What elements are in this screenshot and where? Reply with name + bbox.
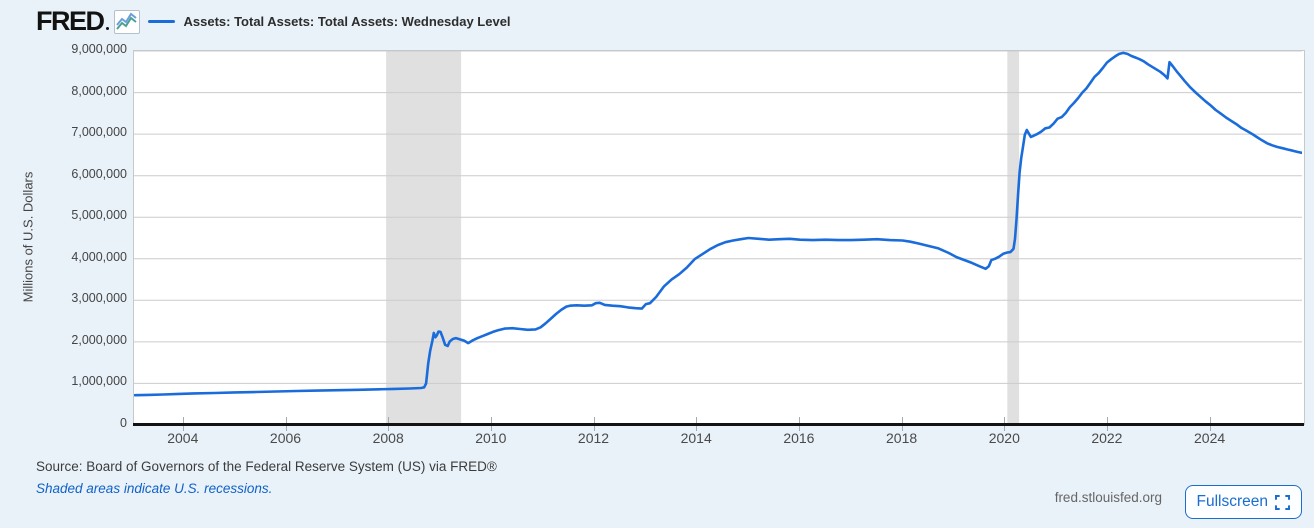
x-tick-label: 2010 — [475, 430, 507, 446]
source-attribution: Source: Board of Governors of the Federa… — [36, 459, 497, 474]
recession-note-link[interactable]: Shaded areas indicate U.S. recessions. — [36, 481, 273, 496]
y-tick-label: 2,000,000 — [71, 332, 127, 347]
x-tick-label: 2008 — [372, 430, 404, 446]
chart-canvas — [134, 51, 1302, 425]
x-tick-label: 2012 — [577, 430, 610, 446]
y-tick-label: 0 — [120, 416, 127, 430]
y-tick-label: 5,000,000 — [71, 208, 127, 223]
recession-band — [386, 51, 462, 425]
y-tick-label: 6,000,000 — [71, 166, 127, 181]
y-tick-label: 8,000,000 — [71, 83, 127, 98]
x-tick-label: 2018 — [886, 430, 918, 446]
x-axis-baseline — [133, 423, 1304, 426]
series-title: Assets: Total Assets: Total Assets: Wedn… — [183, 13, 511, 29]
chart-header: FRED Assets: Total Assets: Total Assets:… — [36, 6, 511, 36]
registered-trademark-dot — [105, 27, 109, 30]
y-tick-label: 9,000,000 — [71, 42, 127, 56]
fred-logo[interactable]: FRED — [36, 6, 140, 36]
y-tick-label: 7,000,000 — [71, 125, 127, 140]
y-axis-title: Millions of U.S. Dollars — [20, 171, 36, 303]
recession-band — [1007, 51, 1020, 425]
x-tick-label: 2006 — [269, 430, 302, 446]
y-tick-label: 4,000,000 — [71, 249, 127, 264]
plot-area — [133, 50, 1305, 425]
series-line-swatch — [147, 19, 175, 23]
x-tick-label: 2020 — [988, 430, 1020, 446]
x-tick-label: 2016 — [783, 430, 815, 446]
x-tick-label: 2024 — [1194, 430, 1226, 446]
fullscreen-expand-icon — [1275, 494, 1290, 510]
chart-legend: Assets: Total Assets: Total Assets: Wedn… — [147, 13, 511, 29]
y-tick-label: 3,000,000 — [71, 291, 127, 306]
y-tick-label: 1,000,000 — [71, 374, 127, 389]
x-tick-label: 2014 — [680, 430, 712, 446]
fred-logo-chart-icon — [113, 10, 140, 34]
site-url: fred.stlouisfed.org — [1054, 490, 1162, 505]
data-line — [134, 51, 1302, 397]
fullscreen-button-label: Fullscreen — [1196, 493, 1269, 510]
x-tick-label: 2022 — [1091, 430, 1123, 446]
x-tick-label: 2004 — [167, 430, 199, 446]
zigzag-lines-icon — [115, 12, 137, 30]
fred-logo-text: FRED — [36, 6, 105, 36]
fullscreen-button[interactable]: Fullscreen — [1184, 485, 1302, 519]
